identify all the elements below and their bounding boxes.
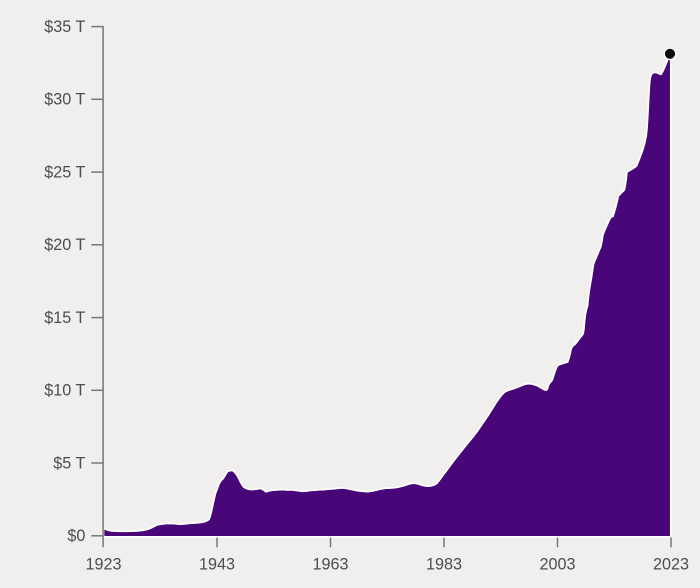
svg-text:$0: $0 [67, 527, 85, 545]
svg-text:$5 T: $5 T [53, 454, 85, 472]
svg-text:1963: 1963 [312, 556, 348, 574]
svg-text:$15 T: $15 T [44, 309, 85, 327]
svg-text:2023: 2023 [653, 556, 689, 574]
svg-text:$25 T: $25 T [44, 164, 85, 182]
svg-text:$20 T: $20 T [44, 236, 85, 254]
svg-text:2003: 2003 [539, 556, 575, 574]
svg-text:1923: 1923 [85, 556, 121, 574]
svg-text:$35 T: $35 T [44, 18, 85, 36]
svg-text:$10 T: $10 T [44, 382, 85, 400]
svg-text:1943: 1943 [199, 556, 235, 574]
svg-text:1983: 1983 [426, 556, 462, 574]
svg-text:$30 T: $30 T [44, 91, 85, 109]
